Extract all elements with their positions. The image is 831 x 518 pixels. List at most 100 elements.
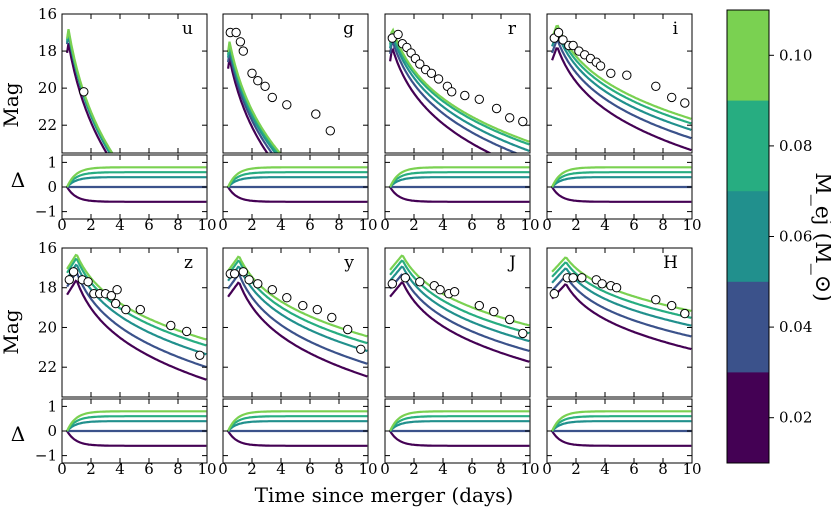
obs-point-i-4 <box>568 40 578 51</box>
xtick-label-r-2: 2 <box>409 216 419 234</box>
delta-line-u-0.02 <box>66 186 207 203</box>
xtick-label-g-2: 2 <box>247 216 257 234</box>
xtick-label-J-4: 4 <box>438 460 448 478</box>
ytick-label-u-18: 18 <box>38 42 57 60</box>
obs-point-g-1 <box>231 27 241 38</box>
obs-point-i-14 <box>680 98 690 108</box>
delta-line-H-0.06 <box>551 420 692 432</box>
xtick-label-H-6: 6 <box>629 460 639 478</box>
observations-i <box>549 27 690 108</box>
delta-line-J-0.02 <box>389 430 530 447</box>
model-curves-z <box>66 253 207 381</box>
colorbar-segment-2 <box>727 191 769 283</box>
xtick-label-H-10: 10 <box>682 460 701 478</box>
model-line-H-0.02 <box>551 283 692 351</box>
obs-point-z-3 <box>83 277 93 287</box>
panel-r: r 0 2 4 6 8 10 <box>380 13 540 234</box>
model-line-y-0.06 <box>227 265 368 353</box>
obs-point-r-12 <box>460 90 470 101</box>
obs-point-z-7 <box>106 291 117 301</box>
model-curves-u <box>66 29 114 153</box>
ytick-label-z-20: 20 <box>38 318 57 336</box>
xtick-label-y-0: 0 <box>218 460 228 478</box>
delta-line-i-0.08 <box>551 171 692 188</box>
obs-point-g-3 <box>238 46 249 56</box>
xtick-label-u-2: 2 <box>86 216 96 234</box>
xtick-label-u-10: 10 <box>197 216 216 234</box>
xtick-label-g-10: 10 <box>358 216 377 234</box>
obs-point-i-10 <box>606 68 616 79</box>
colorbar-label: M_ej (M_⊙) <box>810 172 831 302</box>
band-label-u: u <box>182 19 193 39</box>
delta-curves-J <box>389 410 530 447</box>
model-line-g-0.02 <box>227 58 269 153</box>
obs-point-J-10 <box>518 328 528 339</box>
model-line-i-0.06 <box>551 33 692 131</box>
xtick-label-i-4: 4 <box>600 216 610 234</box>
mag-frame-J <box>384 247 531 398</box>
colorbar-segment-0 <box>727 10 769 102</box>
delta-line-H-0.1 <box>551 410 692 432</box>
obs-point-y-9 <box>327 312 337 323</box>
colorbar-tick-label-0.08: 0.08 <box>779 137 812 155</box>
obs-point-H-7 <box>611 283 622 293</box>
obs-point-y-3 <box>244 275 254 285</box>
delta-line-z-0.06 <box>66 420 207 432</box>
xtick-label-r-0: 0 <box>380 216 390 234</box>
colorbar-tick-label-0.02: 0.02 <box>779 409 812 427</box>
ytick-label-u-22: 22 <box>38 116 57 134</box>
y-axis-label-bottom: Mag <box>0 309 23 354</box>
obs-point-J-7 <box>474 300 484 311</box>
model-line-r-0.04 <box>389 39 519 153</box>
xtick-label-J-0: 0 <box>380 460 390 478</box>
xtick-label-H-8: 8 <box>658 460 668 478</box>
delta-line-J-0.06 <box>389 420 530 432</box>
obs-point-g-6 <box>260 81 270 92</box>
observations-r <box>387 29 528 127</box>
delta-line-r-0.08 <box>389 171 530 188</box>
band-label-y: y <box>343 253 354 273</box>
xtick-label-g-4: 4 <box>276 216 286 234</box>
xtick-label-y-6: 6 <box>305 460 315 478</box>
mag-frame-u <box>61 13 208 154</box>
obs-point-J-4 <box>435 285 445 295</box>
delta-line-r-0.06 <box>389 176 530 188</box>
band-label-H: H <box>663 253 678 273</box>
colorbar-segment-3 <box>727 281 769 373</box>
obs-point-J-0 <box>387 279 397 289</box>
colorbar-tick-label-0.10: 0.10 <box>779 46 812 64</box>
obs-point-H-8 <box>651 295 661 305</box>
delta-line-H-0.08 <box>551 415 692 432</box>
obs-point-r-8 <box>426 68 437 79</box>
obs-point-z-14 <box>195 350 205 360</box>
observations-H <box>549 273 690 319</box>
model-line-u-0.04 <box>66 34 114 153</box>
panel-H: H 0 2 4 6 8 10 <box>542 247 702 478</box>
delta-line-g-0.08 <box>227 171 368 188</box>
obs-point-r-9 <box>433 74 444 84</box>
ytick-label-z-18: 18 <box>38 279 57 297</box>
obs-point-r-14 <box>491 103 502 114</box>
xtick-label-g-0: 0 <box>218 216 228 234</box>
xtick-label-y-4: 4 <box>276 460 286 478</box>
y-axis-label-top: Mag <box>0 82 23 127</box>
delta-curves-i <box>551 166 692 203</box>
xtick-label-z-0: 0 <box>57 460 67 478</box>
obs-point-H-2 <box>568 273 578 283</box>
band-label-J: J <box>507 253 516 273</box>
delta-line-g-0.06 <box>227 176 368 188</box>
model-line-r-0.08 <box>389 30 530 146</box>
obs-point-z-11 <box>135 304 146 315</box>
panel-i: i 0 2 4 6 8 10 <box>542 13 702 234</box>
delta-line-u-0.08 <box>66 171 207 188</box>
model-line-i-0.02 <box>551 47 692 152</box>
obs-point-z-10 <box>121 304 131 315</box>
obs-point-g-9 <box>311 109 321 119</box>
band-label-r: r <box>508 19 517 39</box>
colorbar: 0.02 0.04 0.06 0.08 0.10 <box>726 9 812 464</box>
observations-z <box>64 267 205 360</box>
model-line-g-0.1 <box>227 41 282 153</box>
band-label-i: i <box>673 19 679 39</box>
obs-point-J-6 <box>449 287 460 297</box>
